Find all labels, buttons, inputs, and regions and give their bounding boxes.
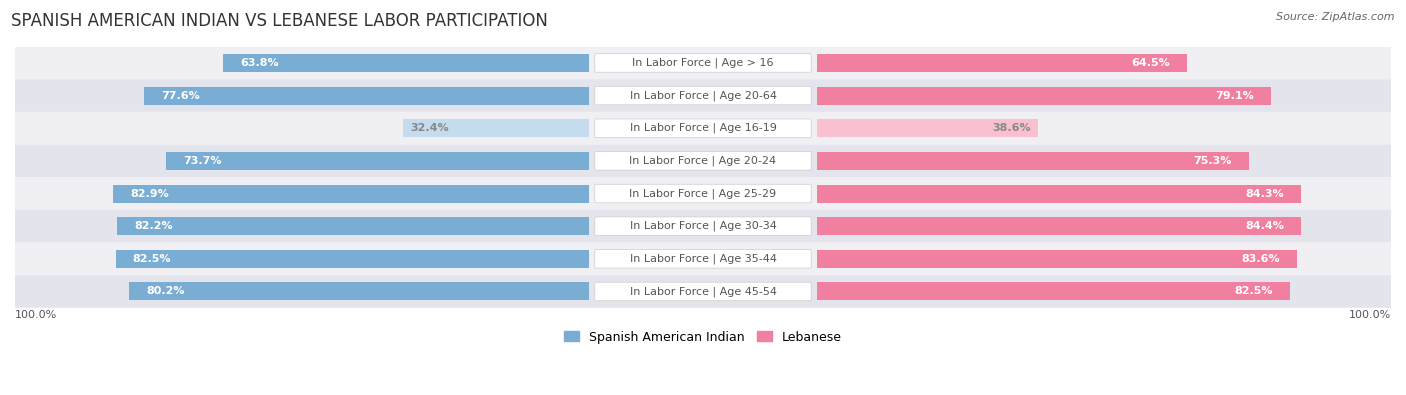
- Text: 64.5%: 64.5%: [1130, 58, 1170, 68]
- FancyBboxPatch shape: [15, 47, 1391, 79]
- Bar: [817, 282, 1291, 301]
- FancyBboxPatch shape: [595, 119, 811, 137]
- Legend: Spanish American Indian, Lebanese: Spanish American Indian, Lebanese: [560, 325, 846, 348]
- Text: 75.3%: 75.3%: [1194, 156, 1232, 166]
- Text: In Labor Force | Age 20-24: In Labor Force | Age 20-24: [630, 156, 776, 166]
- Bar: [115, 250, 589, 268]
- Text: SPANISH AMERICAN INDIAN VS LEBANESE LABOR PARTICIPATION: SPANISH AMERICAN INDIAN VS LEBANESE LABO…: [11, 12, 548, 30]
- Text: In Labor Force | Age 25-29: In Labor Force | Age 25-29: [630, 188, 776, 199]
- Text: In Labor Force | Age > 16: In Labor Force | Age > 16: [633, 58, 773, 68]
- FancyBboxPatch shape: [595, 87, 811, 105]
- Text: In Labor Force | Age 45-54: In Labor Force | Age 45-54: [630, 286, 776, 297]
- Text: 32.4%: 32.4%: [411, 123, 449, 133]
- Text: 82.5%: 82.5%: [132, 254, 172, 264]
- FancyBboxPatch shape: [15, 79, 1391, 112]
- FancyBboxPatch shape: [15, 210, 1391, 243]
- Text: In Labor Force | Age 35-44: In Labor Force | Age 35-44: [630, 254, 776, 264]
- FancyBboxPatch shape: [595, 184, 811, 203]
- Text: 84.4%: 84.4%: [1246, 221, 1284, 231]
- Bar: [817, 54, 1187, 72]
- Bar: [224, 54, 589, 72]
- Text: 84.3%: 84.3%: [1244, 188, 1284, 199]
- Bar: [817, 87, 1271, 105]
- Text: 82.9%: 82.9%: [131, 188, 169, 199]
- Text: 38.6%: 38.6%: [993, 123, 1032, 133]
- Bar: [817, 217, 1302, 235]
- Bar: [166, 152, 589, 170]
- Text: Source: ZipAtlas.com: Source: ZipAtlas.com: [1277, 12, 1395, 22]
- Bar: [404, 119, 589, 137]
- FancyBboxPatch shape: [595, 282, 811, 301]
- FancyBboxPatch shape: [595, 152, 811, 170]
- Bar: [117, 217, 589, 235]
- FancyBboxPatch shape: [595, 250, 811, 268]
- FancyBboxPatch shape: [15, 177, 1391, 210]
- Text: 82.2%: 82.2%: [135, 221, 173, 231]
- Text: 82.5%: 82.5%: [1234, 286, 1274, 297]
- Text: 100.0%: 100.0%: [1348, 310, 1391, 320]
- FancyBboxPatch shape: [595, 217, 811, 235]
- Bar: [817, 250, 1296, 268]
- Bar: [817, 184, 1301, 203]
- Bar: [129, 282, 589, 301]
- Text: 79.1%: 79.1%: [1215, 90, 1254, 101]
- Text: 73.7%: 73.7%: [183, 156, 222, 166]
- FancyBboxPatch shape: [15, 243, 1391, 275]
- Text: 100.0%: 100.0%: [15, 310, 58, 320]
- Bar: [817, 119, 1038, 137]
- FancyBboxPatch shape: [15, 112, 1391, 145]
- FancyBboxPatch shape: [595, 54, 811, 72]
- Text: In Labor Force | Age 30-34: In Labor Force | Age 30-34: [630, 221, 776, 231]
- Text: 77.6%: 77.6%: [160, 90, 200, 101]
- Bar: [143, 87, 589, 105]
- Text: In Labor Force | Age 20-64: In Labor Force | Age 20-64: [630, 90, 776, 101]
- Bar: [114, 184, 589, 203]
- FancyBboxPatch shape: [15, 275, 1391, 308]
- FancyBboxPatch shape: [15, 145, 1391, 177]
- Text: 83.6%: 83.6%: [1241, 254, 1279, 264]
- Text: 80.2%: 80.2%: [146, 286, 184, 297]
- Bar: [817, 152, 1249, 170]
- Text: 63.8%: 63.8%: [240, 58, 278, 68]
- Text: In Labor Force | Age 16-19: In Labor Force | Age 16-19: [630, 123, 776, 134]
